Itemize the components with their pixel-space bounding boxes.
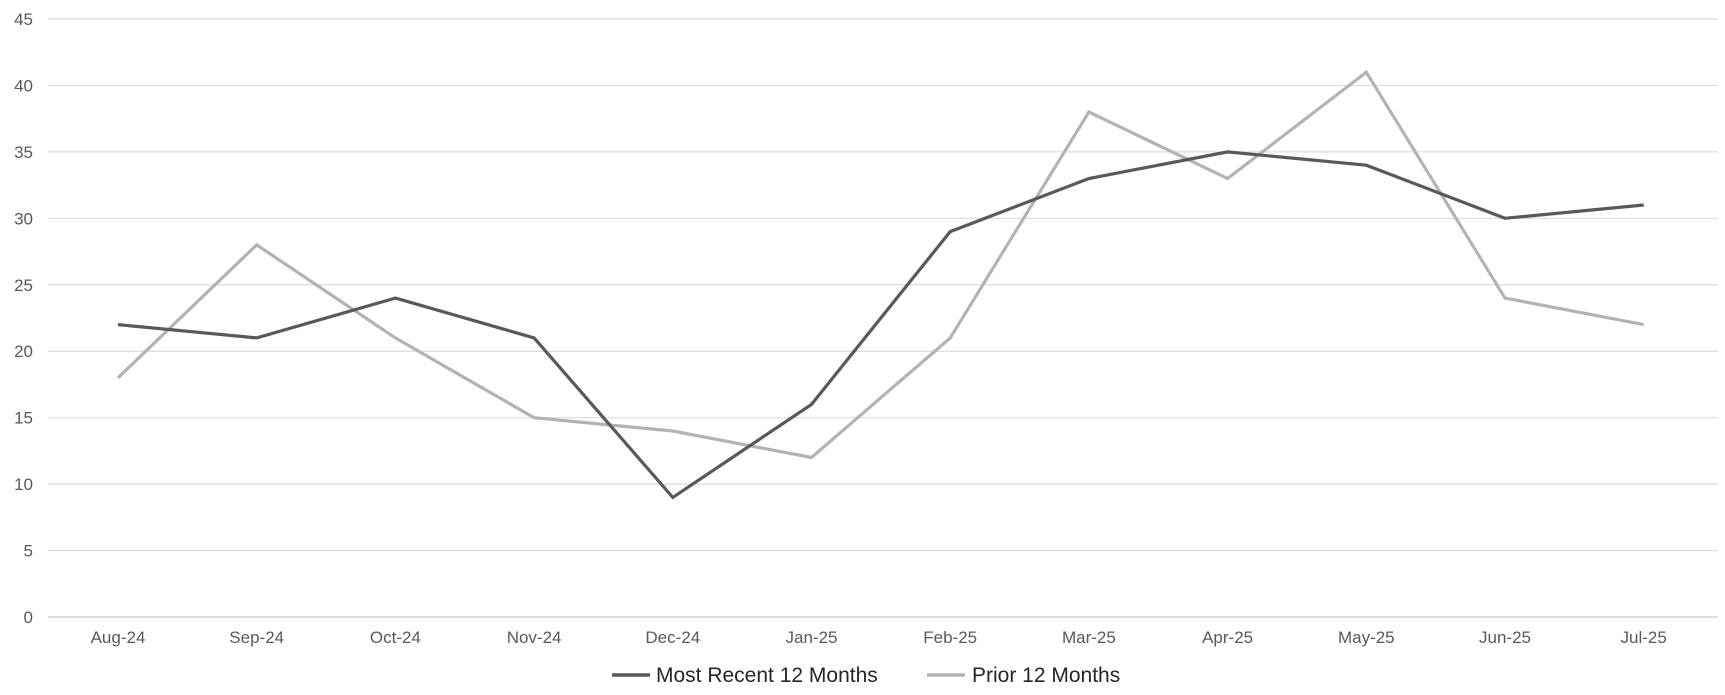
y-tick-label: 5	[24, 542, 33, 561]
y-tick-label: 10	[14, 475, 33, 494]
x-tick-label: Nov-24	[507, 628, 562, 647]
y-tick-label: 30	[14, 209, 33, 228]
legend-label-most-recent: Most Recent 12 Months	[656, 664, 878, 687]
legend: Most Recent 12 Months Prior 12 Months	[612, 664, 1120, 687]
x-tick-label: Dec-24	[645, 628, 700, 647]
y-tick-label: 0	[24, 608, 33, 627]
x-tick-label: Apr-25	[1202, 628, 1253, 647]
x-tick-label: Oct-24	[370, 628, 421, 647]
y-tick-label: 15	[14, 409, 33, 428]
y-tick-label: 40	[14, 76, 33, 95]
x-tick-label: Jan-25	[786, 628, 838, 647]
x-tick-label: May-25	[1338, 628, 1395, 647]
x-tick-label: Jul-25	[1621, 628, 1667, 647]
legend-item-prior[interactable]: Prior 12 Months	[927, 664, 1120, 687]
x-tick-label: Mar-25	[1062, 628, 1116, 647]
y-tick-label: 35	[14, 143, 33, 162]
y-tick-label: 20	[14, 342, 33, 361]
y-axis: 0 5 10 15 20 25 30 35 40 45	[14, 10, 33, 627]
x-axis: Aug-24 Sep-24 Oct-24 Nov-24 Dec-24 Jan-25 Feb-…	[91, 628, 1667, 647]
gridlines	[48, 18, 1718, 618]
series-line-prior	[116, 69, 1645, 460]
series-lines	[116, 69, 1645, 500]
legend-item-most-recent[interactable]: Most Recent 12 Months	[612, 664, 878, 687]
x-tick-label: Aug-24	[91, 628, 146, 647]
legend-label-prior: Prior 12 Months	[972, 664, 1120, 687]
y-tick-label: 45	[14, 10, 33, 29]
y-tick-label: 25	[14, 276, 33, 295]
x-tick-label: Feb-25	[923, 628, 977, 647]
x-tick-label: Sep-24	[229, 628, 284, 647]
x-tick-label: Jun-25	[1479, 628, 1531, 647]
series-line-most-recent	[117, 150, 1644, 500]
